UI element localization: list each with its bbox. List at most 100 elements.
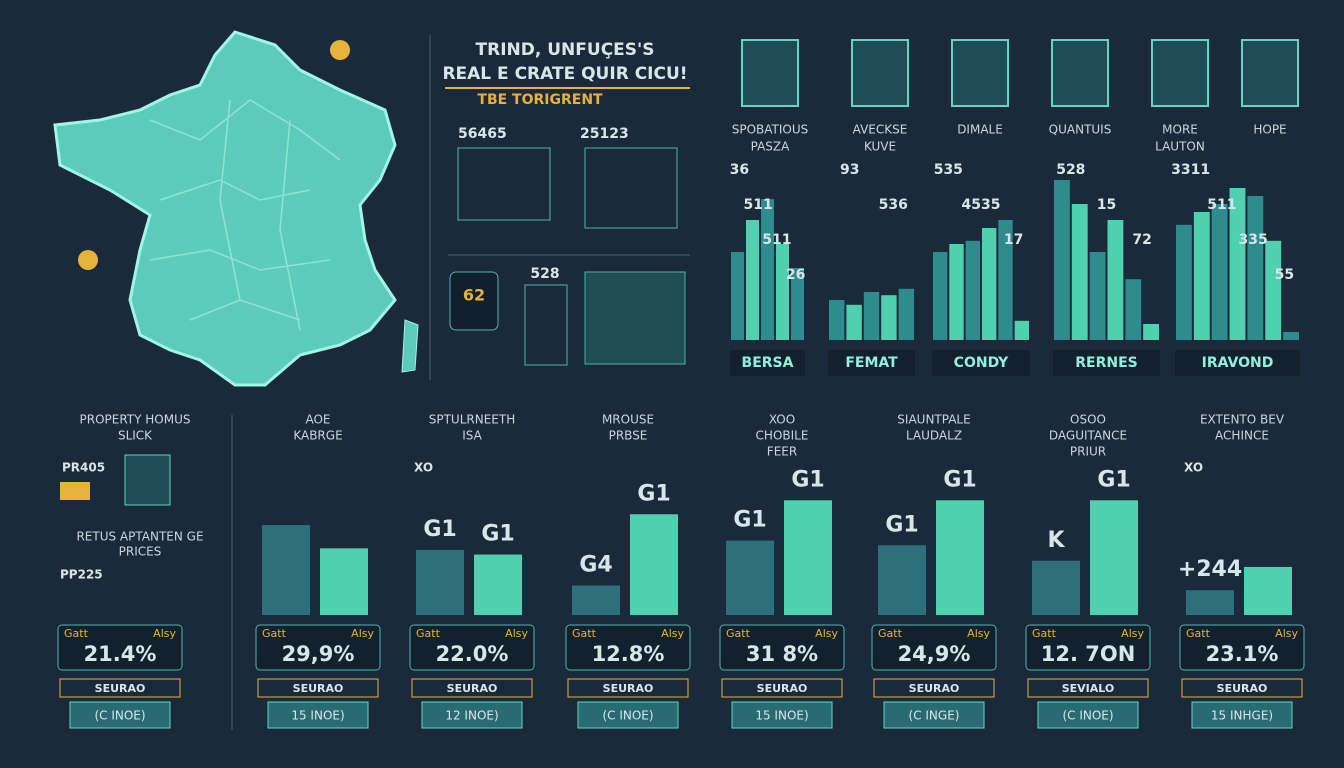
- bar-label: G1: [481, 522, 514, 547]
- bar: [1054, 180, 1070, 340]
- caption: SEURAO: [293, 682, 344, 695]
- panel-subtitle: RETUS APTANTEN GE: [76, 530, 203, 544]
- bar: [1211, 204, 1228, 340]
- title-line: TRIND, UNFUÇES'S: [476, 40, 655, 60]
- button[interactable]: [1037, 701, 1139, 729]
- chart-label-box: [828, 350, 915, 376]
- building-icon: [851, 39, 909, 107]
- bar: [936, 500, 984, 615]
- rate-left: Gatt: [1186, 627, 1211, 640]
- pin: [78, 250, 98, 270]
- bar-annotation: 72: [1132, 232, 1151, 248]
- bar-label: G1: [733, 508, 766, 533]
- bar-annotation: 511: [744, 197, 773, 213]
- rate-right: Alsy: [1121, 627, 1144, 640]
- building-icon: [584, 147, 678, 229]
- bar: [791, 268, 804, 340]
- rate-left: Gatt: [726, 627, 751, 640]
- icon-label: MORE: [1162, 123, 1198, 137]
- bar: [726, 540, 774, 615]
- bar: [949, 244, 964, 340]
- stat: 62: [463, 286, 485, 305]
- tag-box: [60, 482, 90, 500]
- chart-label-box: [1053, 350, 1160, 376]
- bar: [784, 500, 832, 615]
- rate: 12. 7ON: [1041, 642, 1136, 666]
- bar: [965, 240, 980, 340]
- building-icon: [584, 271, 686, 365]
- rate-box: [255, 624, 381, 671]
- building-icon: [741, 39, 799, 107]
- rate-left: Gatt: [64, 627, 89, 640]
- button[interactable]: [421, 701, 523, 729]
- button[interactable]: [731, 701, 833, 729]
- bar-label: K: [1047, 528, 1065, 553]
- button[interactable]: [267, 701, 369, 729]
- bar: [1014, 320, 1029, 340]
- title-line: REAL E CRATE QUIR CICU!: [442, 64, 687, 84]
- rate-right: Alsy: [967, 627, 990, 640]
- bar-annotation: 55: [1275, 267, 1294, 283]
- panel-title: SIAUNTPALE: [897, 413, 970, 427]
- bar: [630, 514, 678, 615]
- bar: [474, 554, 522, 615]
- bar: [829, 300, 845, 340]
- button[interactable]: [577, 701, 679, 729]
- caption-box: [59, 678, 181, 698]
- caption-box: [411, 678, 533, 698]
- rate: 12.8%: [592, 642, 665, 666]
- bar: [1107, 220, 1124, 340]
- bar: [1089, 252, 1106, 340]
- bar: [863, 292, 880, 340]
- button-label: 15 INOE): [755, 709, 808, 723]
- stat-box: [449, 271, 499, 331]
- caption-box: [721, 678, 843, 698]
- icon-label: SPOBATIOUS: [732, 123, 809, 137]
- bar-label: G1: [943, 467, 976, 492]
- rate: 23.1%: [1206, 642, 1279, 666]
- bar: [881, 295, 897, 340]
- panel-title: PROPERTY HOMUS: [80, 413, 191, 427]
- panel-title: KABRGE: [293, 429, 342, 443]
- building-icon: [1151, 39, 1209, 107]
- rate: 21.4%: [84, 642, 157, 666]
- bar: [1143, 324, 1159, 340]
- building-icon: [951, 39, 1009, 107]
- map-regions: [149, 99, 341, 331]
- panel-title: AOE: [305, 413, 330, 427]
- rate-left: Gatt: [262, 627, 287, 640]
- bar: [1090, 500, 1138, 615]
- caption-box: [873, 678, 995, 698]
- pin: [330, 40, 350, 60]
- rate-right: Alsy: [1275, 627, 1298, 640]
- panel-tag: XO: [414, 461, 433, 475]
- building-icon: [1241, 39, 1299, 107]
- panel-title: SLICK: [118, 429, 153, 443]
- panel-tag: PP225: [60, 568, 103, 582]
- bar-label: G1: [791, 467, 824, 492]
- bar-annotation: 15: [1097, 197, 1116, 213]
- stat: 528: [530, 266, 559, 282]
- button[interactable]: [1191, 701, 1293, 729]
- bar-annotation: 36: [730, 162, 749, 178]
- bar: [1229, 188, 1246, 340]
- caption-box: [567, 678, 689, 698]
- rate-box: [1025, 624, 1151, 671]
- rate: 24,9%: [898, 642, 971, 666]
- map: [53, 30, 419, 387]
- panel-subtitle: PRICES: [119, 545, 162, 559]
- rate-right: Alsy: [661, 627, 684, 640]
- bar: [262, 525, 310, 615]
- icon-label: KUVE: [864, 140, 896, 154]
- button[interactable]: [883, 701, 985, 729]
- bar-annotation: 17: [1004, 232, 1023, 248]
- bar-label: G1: [885, 512, 918, 537]
- button-label: 12 INOE): [445, 709, 498, 723]
- panel-title: PRIUR: [1070, 445, 1106, 459]
- corsica: [401, 319, 419, 373]
- caption: SEURAO: [95, 682, 146, 695]
- caption-box: [1181, 678, 1303, 698]
- bar: [1247, 196, 1264, 340]
- button[interactable]: [69, 701, 171, 729]
